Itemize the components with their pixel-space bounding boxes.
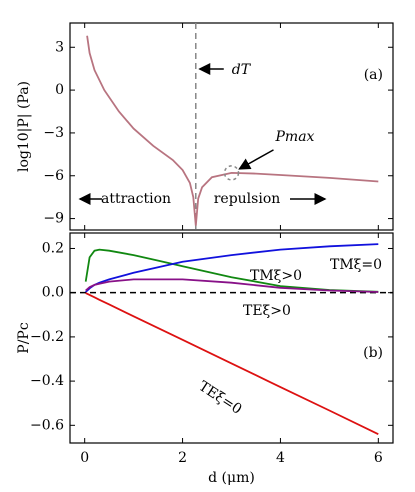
y-tick-label: −3 bbox=[43, 125, 64, 141]
x-tick-label: 4 bbox=[276, 450, 285, 466]
y-tick-label: −9 bbox=[43, 211, 64, 227]
y-tick-label: −0.4 bbox=[30, 373, 64, 389]
plot-frame bbox=[69, 232, 394, 444]
y-tick-label: 0.2 bbox=[42, 240, 64, 256]
annotation: dT bbox=[232, 62, 252, 78]
y-tick-label: 0 bbox=[55, 82, 64, 98]
arrow bbox=[238, 149, 274, 170]
series-line bbox=[85, 292, 379, 436]
x-tick-label: 6 bbox=[374, 450, 383, 466]
series-line bbox=[85, 278, 379, 293]
series-label: TMξ>0 bbox=[250, 268, 302, 284]
y-tick-label: 3 bbox=[55, 39, 64, 55]
series-label: TMξ=0 bbox=[330, 257, 382, 273]
annotation: repulsion bbox=[214, 191, 281, 207]
y-tick-label: −6 bbox=[43, 168, 64, 184]
series-line bbox=[86, 35, 379, 226]
plot-frame bbox=[69, 22, 394, 231]
y-tick-label: 0.0 bbox=[42, 285, 64, 301]
series-line bbox=[84, 248, 379, 293]
y-tick-label: −0.6 bbox=[30, 417, 64, 433]
y-tick-label: −0.2 bbox=[30, 329, 64, 345]
annotation: attraction bbox=[101, 191, 171, 207]
series-label: TEξ=0 bbox=[196, 378, 245, 418]
x-axis-label: d (μm) bbox=[208, 470, 255, 486]
annotation: Pmax bbox=[275, 129, 315, 145]
panel-label: (a) bbox=[364, 67, 383, 83]
x-tick-label: 2 bbox=[178, 450, 187, 466]
y-axis-label: P/Pc bbox=[16, 322, 32, 354]
y-axis-label: log10|P| (Pa) bbox=[16, 81, 32, 172]
x-tick-label: 0 bbox=[80, 450, 89, 466]
peak-marker bbox=[223, 165, 240, 181]
series-label: TEξ>0 bbox=[243, 303, 291, 319]
panel-label: (b) bbox=[363, 345, 383, 361]
